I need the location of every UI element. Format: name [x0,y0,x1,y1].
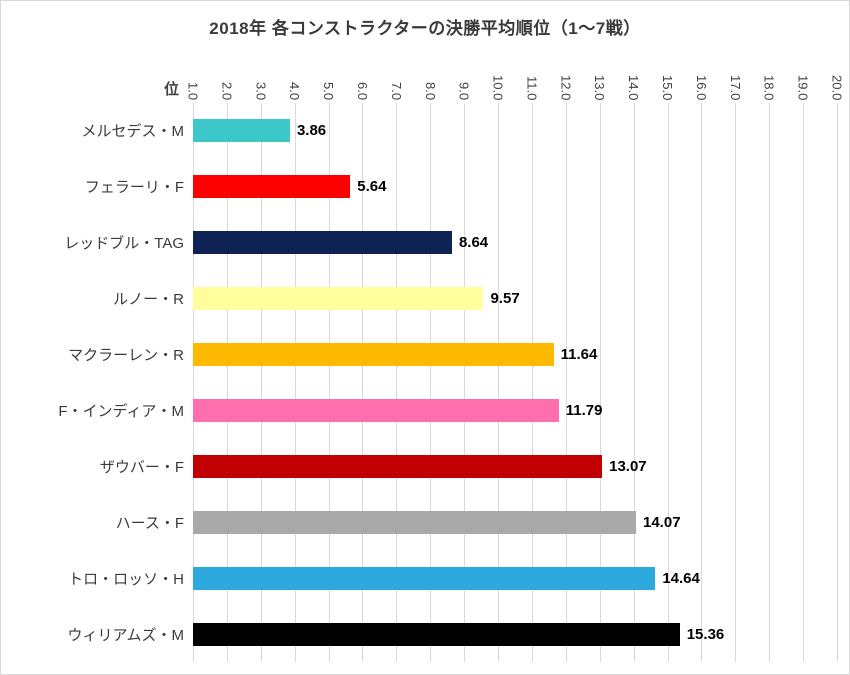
bar-row: 3.86 [193,103,837,159]
gridline [260,103,262,662]
axis-unit-label: 位 [163,81,179,98]
gridline [667,103,669,662]
x-tick-label: 17.0 [727,74,743,100]
x-tick-label: 14.0 [626,74,642,100]
gridline [430,103,432,662]
gridline [193,103,194,662]
bar-row: 8.64 [193,215,837,271]
bar [193,398,559,422]
gridlines [193,103,838,662]
category-label: F・インディア・M [58,402,184,420]
bar [193,231,452,255]
bar-row: 15.36 [193,606,837,662]
bar [193,175,351,199]
x-tick-label: 8.0 [422,81,438,100]
x-tick-label: 19.0 [795,74,811,100]
gridline [837,103,838,662]
x-tick-label: 4.0 [287,81,303,100]
gridline [735,103,737,662]
bar-row: 5.64 [193,159,837,215]
bar-row: 11.64 [193,327,837,383]
plot-area: 3.86 5.64 8.64 9.57 11.64 11.79 13.07 14.07 14.6… [193,103,838,662]
gridline [599,103,601,662]
bar-value-label: 14.07 [643,513,681,531]
bar [193,510,636,534]
x-tick-label: 20.0 [829,74,845,100]
category-label: レッドブル・TAG [64,235,184,253]
x-tick-label: 1.0 [185,81,201,100]
gridline [531,103,533,662]
x-axis-ticks: 1.0 2.0 3.0 4.0 5.0 6.0 7.0 8.0 9.0 10.0 11.0 12.0 1… [186,51,845,103]
bar [193,343,554,367]
gridline [769,103,771,662]
x-tick-label: 12.0 [558,74,574,100]
gridline [396,103,398,662]
bar [193,454,603,478]
x-tick-label: 5.0 [321,81,337,100]
axis-unit-cell: 位 [1,51,193,103]
x-tick-label: 3.0 [253,81,269,100]
gridline [294,103,296,662]
x-tick-label: 16.0 [693,74,709,100]
x-tick-label: 18.0 [761,74,777,100]
x-tick-label: 7.0 [388,81,404,100]
chart-title: 2018年 各コンストラクターの決勝平均順位（1～7戦） [209,18,641,38]
gridline [565,103,567,662]
bar-row: 14.64 [193,550,837,606]
x-tick-label: 2.0 [219,81,235,100]
bar-value-label: 5.64 [357,178,387,196]
bar-series: 3.86 5.64 8.64 9.57 11.64 11.79 13.07 14.07 14.6… [193,103,837,662]
category-label: フェラーリ・F [84,179,184,197]
bar-row: 13.07 [193,438,837,494]
category-label: ウィリアムズ・M [67,626,184,644]
gridline [362,103,364,662]
bar-value-label: 11.64 [560,346,598,364]
bar [193,287,484,311]
category-axis-labels: メルセデス・M フェラーリ・F レッドブル・TAG ルノー・R マクラーレン・R F・イン… [1,103,193,662]
x-tick-label: 10.0 [490,74,506,100]
bar-value-label: 11.79 [565,401,603,419]
category-label: ルノー・R [113,291,184,309]
bar [193,119,290,143]
bar-row: 11.79 [193,383,837,439]
category-label: メルセデス・M [81,123,185,141]
bar-value-label: 8.64 [458,234,489,252]
category-label: マクラーレン・R [68,347,184,365]
category-label: ハース・F [115,514,184,532]
gridline [226,103,228,662]
bar-value-label: 14.64 [662,569,700,587]
bar-value-label: 13.07 [609,457,647,475]
x-tick-label: 13.0 [592,74,608,100]
bar-value-label: 15.36 [686,625,725,643]
x-tick-label: 9.0 [456,81,472,100]
gridline [464,103,466,662]
gridline [498,103,500,662]
x-tick-label: 15.0 [660,74,676,100]
bar-value-label: 9.57 [490,290,520,308]
gridline [328,103,330,662]
category-label: トロ・ロッソ・H [68,570,184,588]
bar [193,566,656,590]
bar-row: 14.07 [193,494,837,550]
chart-title-row: 2018年 各コンストラクターの決勝平均順位（1～7戦） [1,1,849,51]
chart-grid: 位 1.0 2.0 3.0 4.0 5.0 6.0 7.0 8.0 9.0 10.0 11.0 12.… [1,51,845,662]
category-label: ザウバー・F [99,458,184,476]
gridline [803,103,805,662]
x-tick-label: 6.0 [354,81,370,100]
bar [193,622,680,646]
gridline [701,103,703,662]
gridline [633,103,635,662]
bar-value-label: 3.86 [296,122,327,140]
x-tick-label: 11.0 [524,75,540,100]
bar-row: 9.57 [193,271,837,327]
